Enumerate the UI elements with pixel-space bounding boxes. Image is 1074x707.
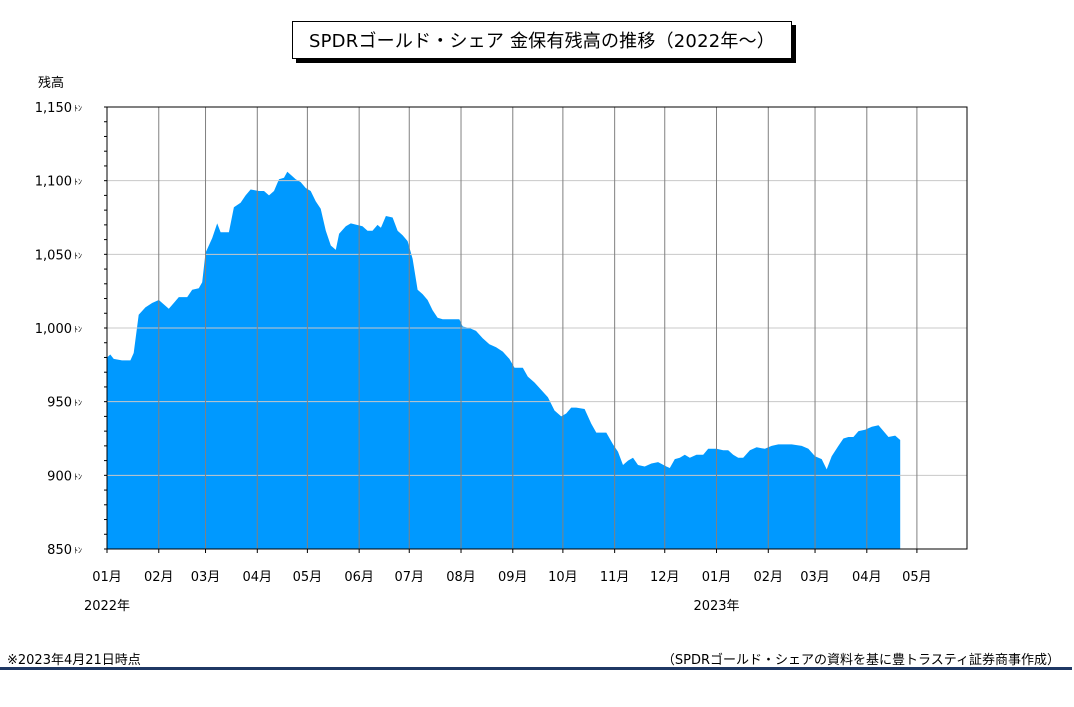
date-footnote: ※2023年4月21日時点 (7, 653, 141, 668)
year-label: 2022年 (84, 599, 130, 614)
y-tick-unit: ﾄﾝ (74, 104, 82, 113)
y-tick-label: 950 (47, 396, 72, 411)
y-tick-label: 1,000 (35, 322, 72, 337)
y-tick-unit: ﾄﾝ (74, 178, 82, 187)
y-tick-unit: ﾄﾝ (74, 472, 82, 481)
y-tick-unit: ﾄﾝ (74, 399, 82, 408)
year-label: 2023年 (693, 599, 739, 614)
plot-frame (106, 106, 968, 550)
x-tick-label: 01月 (92, 570, 122, 585)
x-tick-label: 02月 (754, 570, 784, 585)
y-tick-unit: ﾄﾝ (74, 251, 82, 260)
x-tick-label: 05月 (902, 570, 932, 585)
x-tick-label: 05月 (293, 570, 323, 585)
x-tick-label: 06月 (344, 570, 374, 585)
y-tick-label: 900 (47, 469, 72, 484)
x-tick-label: 03月 (191, 570, 221, 585)
y-tick-label: 1,100 (35, 175, 72, 190)
bottom-divider (0, 667, 1072, 670)
y-tick-label: 1,150 (35, 101, 72, 116)
x-tick-label: 11月 (600, 570, 630, 585)
x-tick-label: 07月 (394, 570, 424, 585)
x-tick-label: 04月 (852, 570, 882, 585)
y-tick-unit: ﾄﾝ (74, 325, 82, 334)
area-series (107, 171, 901, 550)
x-tick-label: 04月 (243, 570, 273, 585)
holdings-area (107, 171, 901, 550)
y-tick-label: 1,050 (35, 248, 72, 263)
y-axis-label: 残高 (38, 75, 64, 91)
y-tick-label: 850 (47, 543, 72, 558)
gridlines (107, 107, 967, 549)
x-tick-label: 03月 (800, 570, 830, 585)
chart-title: SPDRゴールド・シェア 金保有残高の推移（2022年～） (292, 21, 792, 59)
x-tick-label: 10月 (548, 570, 578, 585)
x-tick-label: 02月 (144, 570, 174, 585)
x-tick-label: 08月 (446, 570, 476, 585)
source-footnote: （SPDRゴールド・シェアの資料を基に豊トラスティ証券商事作成） (661, 653, 1060, 668)
x-tick-label: 01月 (702, 570, 732, 585)
y-tick-unit: ﾄﾝ (74, 546, 82, 555)
x-tick-label: 12月 (650, 570, 680, 585)
x-tick-label: 09月 (498, 570, 528, 585)
